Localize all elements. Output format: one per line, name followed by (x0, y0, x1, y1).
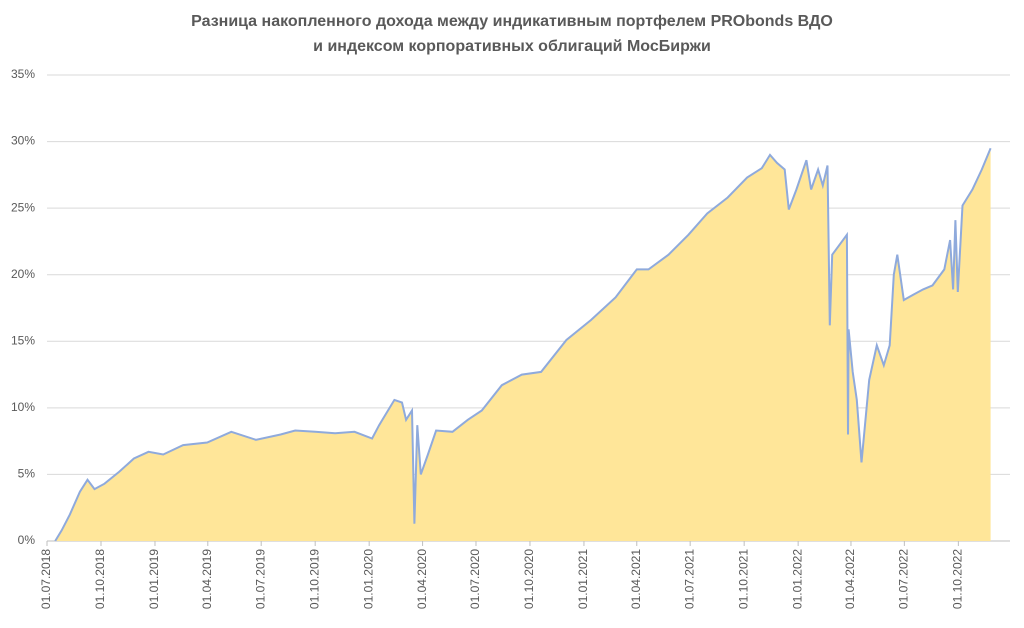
x-tick-label: 01.04.2019 (200, 549, 214, 609)
y-tick-label: 30% (11, 134, 35, 148)
x-tick-label: 01.07.2020 (468, 549, 482, 609)
x-tick-label: 01.07.2019 (253, 549, 267, 609)
y-tick-label: 15% (11, 333, 35, 347)
x-tick-label: 01.01.2022 (790, 549, 804, 609)
x-tick-label: 01.04.2022 (843, 549, 857, 609)
x-tick-label: 01.04.2020 (415, 549, 429, 609)
x-tick-label: 01.10.2021 (736, 549, 750, 609)
chart-title: Разница накопленного дохода между индика… (191, 13, 833, 30)
x-tick-label: 01.10.2020 (522, 549, 536, 609)
y-tick-label: 25% (11, 200, 35, 214)
y-tick-label: 5% (18, 467, 36, 481)
x-tick-label: 01.01.2020 (361, 549, 375, 609)
x-tick-label: 01.10.2018 (93, 549, 107, 609)
line (54, 147, 992, 542)
area (55, 148, 991, 541)
y-tick-label: 35% (11, 67, 35, 81)
chart-title: и индексом корпоративных облигаций МосБи… (313, 38, 711, 55)
x-tick-label: 01.07.2018 (39, 549, 53, 609)
x-tick-label: 01.07.2022 (897, 549, 911, 609)
x-tick-label: 01.04.2021 (629, 549, 643, 609)
x-tick-label: 01.10.2019 (307, 549, 321, 609)
x-tick-label: 01.07.2021 (682, 549, 696, 609)
x-tick-label: 01.10.2022 (951, 549, 965, 609)
x-tick-label: 01.01.2019 (147, 549, 161, 609)
y-tick-label: 0% (18, 533, 36, 547)
y-tick-label: 10% (11, 400, 35, 414)
y-tick-label: 20% (11, 267, 35, 281)
x-tick-label: 01.01.2021 (576, 549, 590, 609)
